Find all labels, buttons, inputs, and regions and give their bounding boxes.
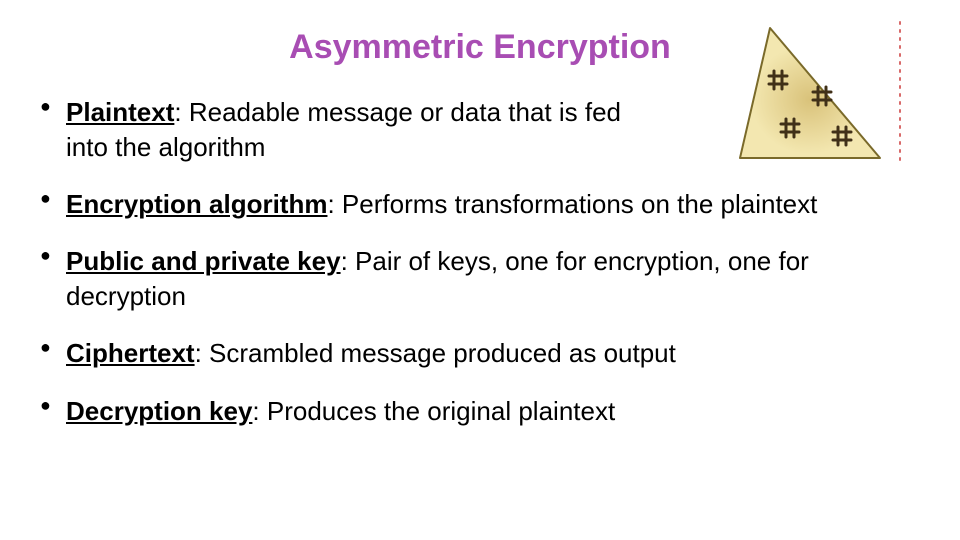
bullet-sep: : — [341, 246, 355, 276]
bullet-definition: Scrambled message produced as output — [209, 338, 676, 368]
triangle-illustration — [730, 18, 920, 173]
bullet-item: Encryption algorithm: Performs transform… — [40, 187, 920, 222]
bullet-sep: : — [327, 189, 341, 219]
slide: Asymmetric Encryption Plaintext: Readabl… — [0, 0, 960, 540]
bullet-line: Public and private key: Pair of keys, on… — [66, 246, 809, 311]
bullet-line: Ciphertext: Scrambled message produced a… — [66, 338, 676, 368]
bullet-item: Ciphertext: Scrambled message produced a… — [40, 336, 920, 371]
bullet-line: Plaintext: Readable message or data that… — [66, 97, 621, 162]
bullet-item: Public and private key: Pair of keys, on… — [40, 244, 920, 314]
bullet-sep: : — [195, 338, 209, 368]
triangle-svg — [730, 18, 920, 168]
bullet-line: Encryption algorithm: Performs transform… — [66, 189, 817, 219]
bullet-line: Decryption key: Produces the original pl… — [66, 396, 615, 426]
bullet-sep: : — [252, 396, 266, 426]
bullet-term: Public and private key — [66, 246, 341, 276]
bullet-definition: Produces the original plaintext — [267, 396, 615, 426]
bullet-item: Plaintext: Readable message or data that… — [40, 95, 636, 165]
bullet-term: Decryption key — [66, 396, 252, 426]
bullet-term: Encryption algorithm — [66, 189, 327, 219]
bullet-item: Decryption key: Produces the original pl… — [40, 394, 920, 429]
bullet-definition: Performs transformations on the plaintex… — [342, 189, 817, 219]
bullet-term: Ciphertext — [66, 338, 195, 368]
triangle-shape — [740, 28, 880, 158]
bullet-sep: : — [174, 97, 188, 127]
bullet-term: Plaintext — [66, 97, 174, 127]
